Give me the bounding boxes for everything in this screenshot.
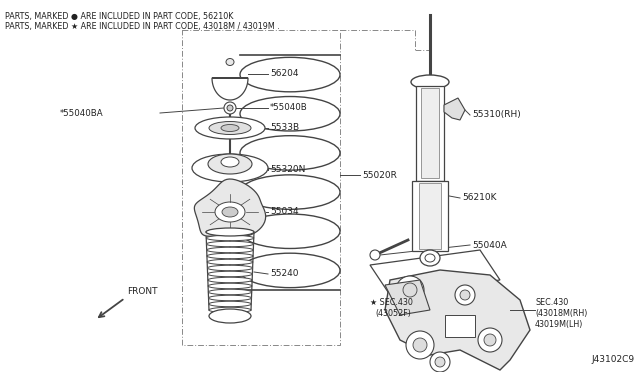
Text: 55034: 55034: [270, 208, 299, 217]
Text: SEC.430: SEC.430: [535, 298, 568, 307]
Ellipse shape: [222, 207, 238, 217]
Text: (43018M(RH): (43018M(RH): [535, 309, 588, 318]
Ellipse shape: [208, 283, 252, 289]
Circle shape: [460, 290, 470, 300]
Polygon shape: [385, 270, 530, 370]
Circle shape: [484, 334, 496, 346]
Polygon shape: [385, 280, 430, 315]
Circle shape: [227, 105, 233, 111]
Polygon shape: [370, 250, 500, 295]
Ellipse shape: [221, 125, 239, 131]
Ellipse shape: [209, 301, 252, 307]
Ellipse shape: [208, 277, 252, 283]
Text: J43102C9: J43102C9: [592, 355, 635, 364]
Bar: [419, 183, 441, 249]
Ellipse shape: [226, 58, 234, 65]
Circle shape: [430, 352, 450, 372]
Text: FRONT: FRONT: [127, 287, 157, 296]
Bar: [182, 30, 340, 345]
Text: PARTS, MARKED ★ ARE INCLUDED IN PART CODE, 43018M / 43019M .: PARTS, MARKED ★ ARE INCLUDED IN PART COD…: [5, 22, 280, 31]
Circle shape: [396, 276, 424, 304]
Ellipse shape: [207, 265, 253, 271]
Circle shape: [403, 283, 417, 297]
Ellipse shape: [206, 235, 254, 241]
Text: 56204: 56204: [270, 70, 298, 78]
Polygon shape: [212, 78, 248, 100]
Ellipse shape: [221, 157, 239, 167]
Ellipse shape: [207, 253, 253, 259]
Ellipse shape: [209, 295, 252, 301]
Ellipse shape: [207, 241, 253, 247]
Polygon shape: [195, 179, 266, 236]
Text: 55310(RH): 55310(RH): [472, 110, 521, 119]
Text: 43019M(LH): 43019M(LH): [535, 320, 584, 329]
Circle shape: [224, 102, 236, 114]
Bar: [445, 315, 475, 337]
Ellipse shape: [206, 229, 254, 235]
Text: 5533B: 5533B: [270, 124, 299, 132]
Circle shape: [406, 331, 434, 359]
Text: 55020R: 55020R: [362, 170, 397, 180]
Text: ★ SEC.430: ★ SEC.430: [370, 298, 413, 307]
Text: *55040BA: *55040BA: [60, 109, 104, 118]
Ellipse shape: [215, 202, 245, 222]
Ellipse shape: [195, 117, 265, 139]
Ellipse shape: [209, 122, 251, 135]
Ellipse shape: [207, 271, 252, 277]
Ellipse shape: [425, 254, 435, 262]
Ellipse shape: [192, 154, 268, 182]
Bar: [412, 181, 448, 251]
Ellipse shape: [208, 154, 252, 174]
Ellipse shape: [208, 289, 252, 295]
Circle shape: [413, 338, 427, 352]
Text: 56210K: 56210K: [462, 193, 497, 202]
Text: 55240: 55240: [270, 269, 298, 279]
Bar: [416, 86, 444, 181]
Circle shape: [478, 328, 502, 352]
Text: 55320N: 55320N: [270, 166, 305, 174]
Ellipse shape: [411, 75, 449, 89]
Circle shape: [370, 250, 380, 260]
Bar: [421, 88, 439, 178]
Ellipse shape: [206, 228, 254, 236]
Text: *55040B: *55040B: [270, 103, 308, 112]
Ellipse shape: [209, 309, 251, 323]
Ellipse shape: [207, 259, 253, 265]
Circle shape: [435, 357, 445, 367]
Polygon shape: [444, 98, 465, 120]
Ellipse shape: [420, 250, 440, 266]
Ellipse shape: [209, 307, 251, 313]
Text: 55040A: 55040A: [472, 241, 507, 250]
Circle shape: [455, 285, 475, 305]
Text: PARTS, MARKED ● ARE INCLUDED IN PART CODE, 56210K: PARTS, MARKED ● ARE INCLUDED IN PART COD…: [5, 12, 234, 21]
Ellipse shape: [207, 247, 253, 253]
Text: (43052F): (43052F): [375, 309, 411, 318]
